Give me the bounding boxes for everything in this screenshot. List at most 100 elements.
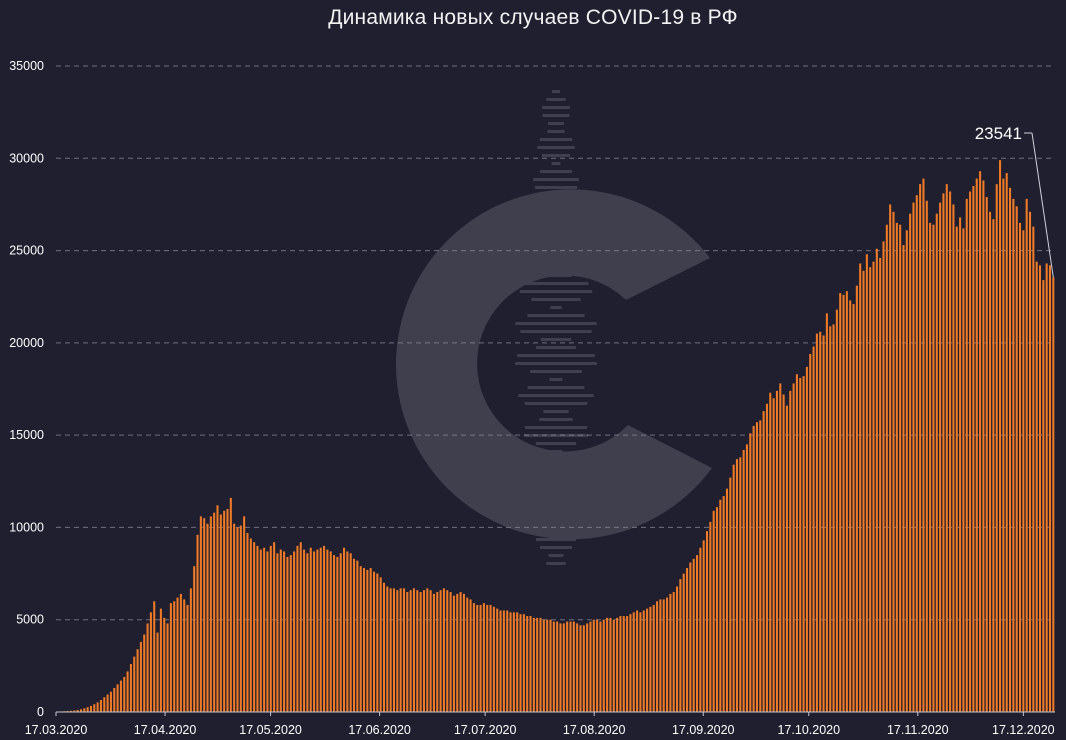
bar <box>273 542 276 712</box>
bar <box>133 656 136 712</box>
bar <box>386 586 389 712</box>
bar <box>256 545 259 712</box>
bar <box>166 623 169 712</box>
bar <box>186 604 189 712</box>
bar <box>372 571 376 712</box>
bar <box>333 555 336 712</box>
bar <box>123 676 126 712</box>
bar <box>439 590 442 712</box>
bar <box>313 551 316 712</box>
bar <box>822 335 825 712</box>
bar <box>965 198 968 712</box>
bar <box>1012 198 1015 712</box>
bar <box>902 245 905 712</box>
bar <box>779 383 782 712</box>
bar <box>362 568 366 712</box>
bar <box>759 420 762 712</box>
bar <box>406 592 409 712</box>
bar <box>815 333 818 712</box>
bar <box>459 592 462 712</box>
bar <box>825 313 828 712</box>
bar <box>223 510 226 712</box>
bar <box>136 649 139 712</box>
bar <box>745 444 748 712</box>
bar <box>845 291 848 712</box>
bar <box>842 294 845 712</box>
bar <box>349 553 352 712</box>
bar <box>283 551 286 712</box>
bar <box>89 705 92 712</box>
bar <box>1038 265 1042 712</box>
bar <box>86 707 89 712</box>
bar <box>159 608 162 712</box>
bar <box>999 160 1002 712</box>
bar <box>859 263 862 712</box>
bar <box>576 623 579 712</box>
bar <box>809 353 812 712</box>
bar <box>546 619 549 712</box>
bar <box>1009 187 1012 712</box>
bar <box>722 496 725 712</box>
bar <box>466 597 469 712</box>
bar <box>929 222 932 712</box>
bar <box>812 346 815 712</box>
bar <box>592 619 595 712</box>
bar <box>789 390 792 712</box>
bar <box>682 573 685 712</box>
bar <box>905 230 908 712</box>
bar <box>309 547 312 712</box>
x-tick-label: 17.11.2020 <box>887 723 949 737</box>
bar <box>106 694 109 712</box>
bar <box>436 592 439 712</box>
bar <box>542 619 545 712</box>
bar <box>432 593 435 712</box>
bar <box>293 551 296 712</box>
bar <box>702 540 705 712</box>
bar <box>183 599 186 712</box>
bar <box>919 184 922 712</box>
bar <box>612 619 615 712</box>
bar <box>1045 263 1048 712</box>
bar <box>632 612 635 712</box>
bar <box>246 532 249 712</box>
bar <box>749 433 752 712</box>
bar <box>496 608 499 712</box>
bar <box>326 549 329 712</box>
bar <box>989 211 992 712</box>
bar <box>972 185 975 713</box>
bar <box>775 390 778 712</box>
bar <box>559 623 562 712</box>
bar <box>199 516 202 712</box>
bar <box>596 619 599 712</box>
y-tick-label: 5000 <box>16 613 44 627</box>
bar <box>802 376 805 712</box>
bar <box>1025 198 1028 712</box>
bar <box>139 641 142 712</box>
bar <box>616 617 619 712</box>
bar <box>915 195 918 712</box>
bar <box>529 616 532 712</box>
bar <box>143 634 146 712</box>
bar <box>489 604 492 712</box>
x-tick-label: 17.10.2020 <box>777 723 840 737</box>
bar <box>939 202 942 712</box>
bar <box>209 516 212 712</box>
bar <box>179 593 182 712</box>
bar <box>306 553 309 712</box>
bar <box>636 610 639 712</box>
bar <box>329 551 332 712</box>
bar <box>689 562 692 712</box>
bar <box>239 525 242 712</box>
bar <box>652 604 655 712</box>
bar <box>173 601 176 712</box>
bar <box>79 709 82 712</box>
bar <box>276 553 279 712</box>
bar <box>506 610 509 712</box>
bar <box>396 590 399 712</box>
bar <box>985 197 988 713</box>
bar <box>725 488 729 712</box>
bar <box>99 700 102 712</box>
bar <box>392 588 396 712</box>
bar <box>519 614 522 712</box>
bar <box>422 590 425 712</box>
